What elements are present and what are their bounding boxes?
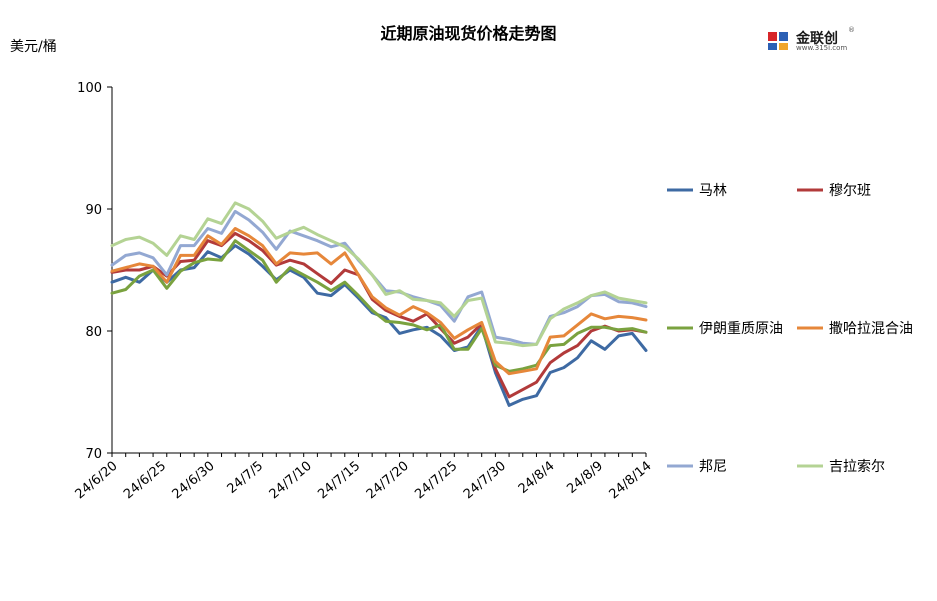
x-tick-label: 24/6/25 [121, 459, 169, 503]
y-tick-label: 80 [85, 325, 102, 340]
x-tick-label: 24/6/30 [170, 459, 218, 503]
series-line-伊朗重质原油 [110, 239, 648, 373]
x-tick-label: 24/7/10 [267, 459, 315, 503]
legend-label: 马林 [699, 183, 727, 199]
x-tick-label: 24/7/20 [364, 459, 412, 503]
logo-url-text: www.315i.com [796, 44, 848, 52]
brand-logo: 金联创 www.315i.com ® [766, 26, 856, 54]
x-tick-label: 24/8/4 [516, 459, 558, 497]
series-layer [110, 201, 648, 407]
series-line-撒哈拉混合油 [110, 227, 648, 376]
x-tick-label: 24/8/9 [564, 459, 606, 497]
chart-title: 近期原油现货价格走势图 [380, 24, 557, 43]
series-line-穆尔班 [110, 231, 648, 399]
series-line-邦尼 [110, 209, 648, 346]
logo-mark-icon [768, 32, 788, 50]
series-line-吉拉索尔 [110, 201, 648, 348]
x-tick-label: 24/7/30 [461, 459, 509, 503]
y-tick-label: 100 [77, 81, 102, 96]
x-tick-label: 24/8/14 [607, 459, 655, 503]
x-tick-label: 24/6/20 [73, 459, 121, 503]
legend-label: 撒哈拉混合油 [829, 321, 913, 337]
legend-label: 伊朗重质原油 [699, 321, 783, 337]
x-tick-label: 24/7/5 [225, 459, 267, 497]
y-tick-label: 70 [85, 447, 102, 462]
x-tick-label: 24/7/25 [412, 459, 460, 503]
logo-brand-text: 金联创 [796, 31, 838, 47]
y-tick-label: 90 [85, 203, 102, 218]
series-line-马林 [110, 244, 648, 407]
legend-label: 吉拉索尔 [829, 458, 885, 475]
logo-registered-mark: ® [848, 26, 855, 34]
x-tick-label: 24/7/15 [315, 459, 363, 503]
legend-label: 邦尼 [699, 459, 727, 475]
legend-label: 穆尔班 [829, 183, 871, 199]
y-axis-unit-label: 美元/桶 [10, 39, 57, 55]
